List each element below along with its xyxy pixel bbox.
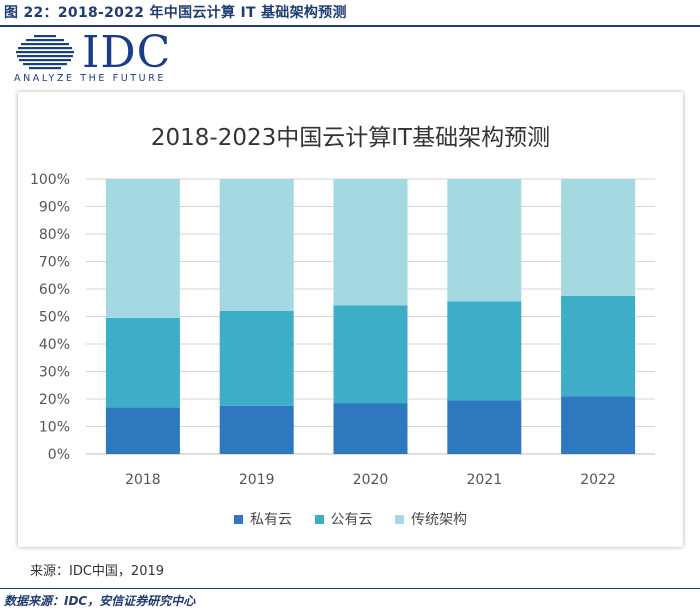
bar-public-cloud-2019 (219, 311, 294, 406)
chart-legend: 私有云 公有云 传统架构 (18, 509, 683, 529)
legend-label-traditional: 传统架构 (410, 512, 467, 528)
chart-title: 2018-2023中国云计算IT基础架构预测 (150, 125, 551, 151)
chart-panel: 2018-2023中国云计算IT基础架构预测 0% 10% 20% 30% 40% 50%… (18, 92, 683, 547)
figure-title: 图 22：2018-2022 年中国云计算 IT 基础架构预测 (4, 5, 347, 21)
legend-swatch-public-cloud (314, 514, 324, 524)
legend-item-public-cloud: 公有云 (314, 509, 373, 529)
bar-private-cloud-2019 (219, 405, 294, 454)
legend-item-traditional: 传统架构 (394, 509, 467, 529)
bar-private-cloud-2018 (105, 407, 180, 454)
legend-label-private-cloud: 私有云 (250, 512, 293, 528)
y-tick-label: 20% (39, 392, 70, 408)
y-tick-label: 10% (39, 420, 70, 436)
y-tick-label: 0% (48, 447, 70, 463)
y-tick-label: 40% (39, 337, 70, 353)
idc-tagline: ANALYZE THE FUTURE (14, 73, 167, 84)
x-tick-label: 2018 (125, 472, 161, 488)
stacked-bar-chart: 0% 10% 20% 30% 40% 50% 60% 70% 80% 90% 100% 2018 201… (30, 172, 655, 488)
bar-traditional-2022 (561, 179, 636, 296)
y-tick-label: 90% (39, 200, 70, 216)
legend-item-private-cloud: 私有云 (234, 509, 292, 529)
idc-globe-logo-icon (16, 35, 74, 70)
bar-traditional-2021 (447, 179, 522, 302)
legend-swatch-traditional (394, 514, 404, 524)
y-tick-label: 30% (39, 365, 70, 381)
y-tick-label: 60% (39, 282, 70, 298)
chart-source-note: 来源：IDC中国，2019 (30, 564, 165, 579)
bar-traditional-2018 (105, 179, 180, 318)
header-divider (0, 25, 700, 27)
y-tick-label: 50% (39, 310, 70, 326)
legend-swatch-private-cloud (234, 514, 244, 524)
data-source-credit: 数据来源：IDC，安信证券研究中心 (4, 594, 196, 608)
x-tick-label: 2020 (353, 472, 389, 488)
bar-traditional-2020 (333, 179, 408, 306)
y-tick-label: 80% (39, 227, 70, 243)
footer-divider (0, 588, 700, 589)
y-tick-label: 70% (39, 255, 70, 271)
bar-traditional-2019 (219, 179, 294, 311)
bar-private-cloud-2021 (447, 400, 522, 454)
y-tick-label: 100% (30, 172, 70, 188)
x-tick-label: 2022 (580, 472, 616, 488)
bar-private-cloud-2020 (333, 403, 408, 454)
bar-public-cloud-2021 (447, 301, 522, 401)
bar-private-cloud-2022 (561, 396, 636, 454)
bar-public-cloud-2020 (333, 305, 408, 404)
bar-public-cloud-2022 (561, 295, 636, 397)
idc-wordmark: IDC (82, 27, 172, 78)
bar-public-cloud-2018 (105, 317, 180, 408)
legend-label-public-cloud: 公有云 (330, 512, 373, 528)
x-tick-label: 2021 (466, 472, 502, 488)
x-tick-label: 2019 (239, 472, 275, 488)
